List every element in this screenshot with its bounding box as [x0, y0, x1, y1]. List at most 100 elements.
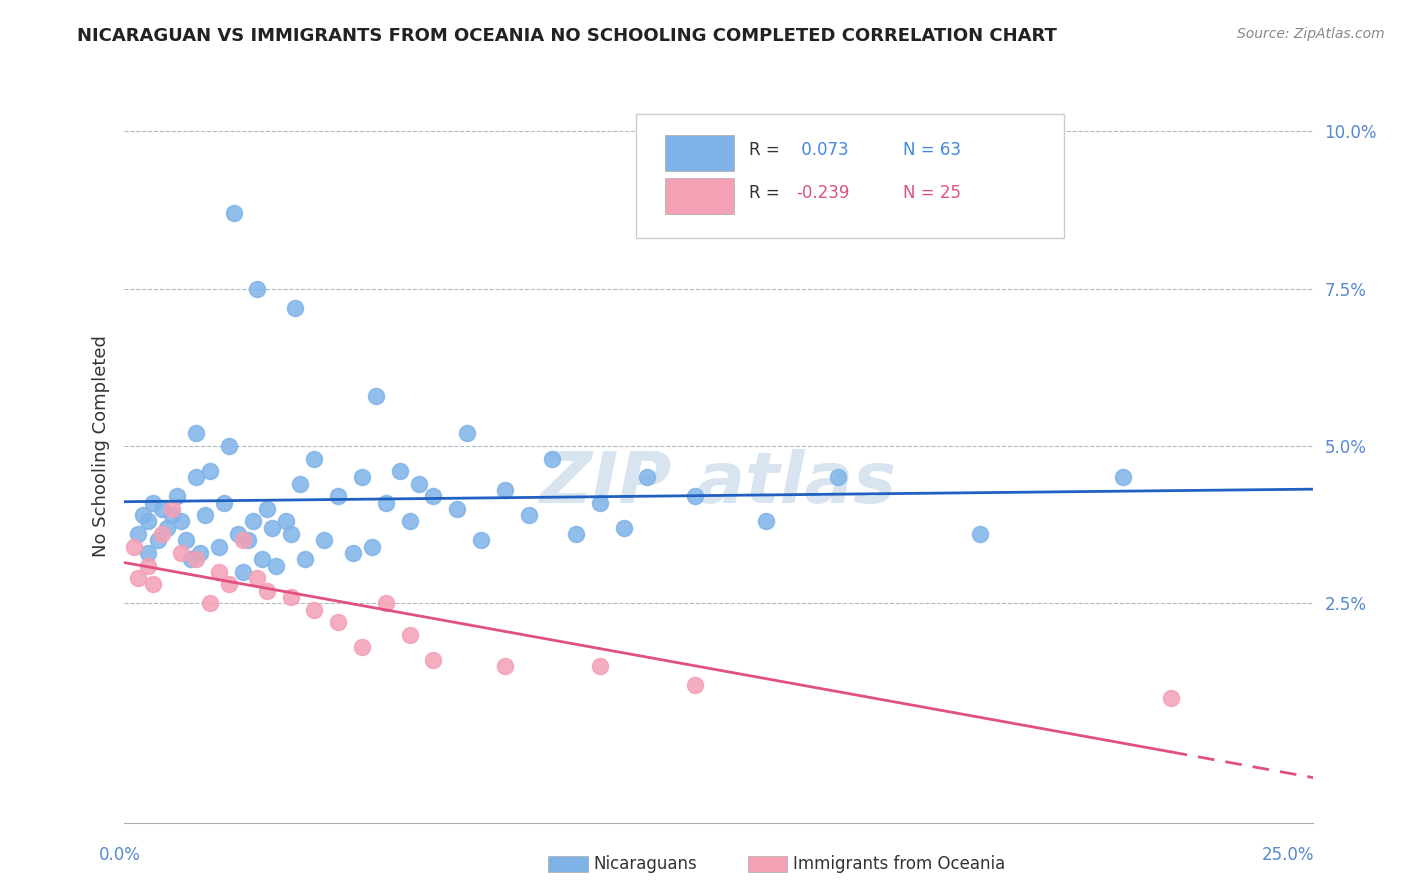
- Text: N = 25: N = 25: [903, 184, 962, 202]
- Point: [328, 489, 350, 503]
- Point: [246, 571, 269, 585]
- Text: R =: R =: [748, 141, 785, 159]
- Point: [456, 426, 478, 441]
- Point: [350, 640, 373, 655]
- Point: [398, 628, 420, 642]
- Point: [422, 653, 444, 667]
- Point: [250, 552, 273, 566]
- Point: [194, 508, 217, 523]
- Text: Source: ZipAtlas.com: Source: ZipAtlas.com: [1237, 27, 1385, 41]
- Point: [232, 533, 254, 548]
- Point: [136, 515, 159, 529]
- Point: [304, 602, 326, 616]
- Point: [218, 577, 240, 591]
- Point: [328, 615, 350, 629]
- Point: [755, 515, 778, 529]
- Point: [188, 546, 211, 560]
- Point: [146, 533, 169, 548]
- Text: -0.239: -0.239: [796, 184, 849, 202]
- Point: [232, 565, 254, 579]
- Point: [184, 426, 207, 441]
- Point: [304, 451, 326, 466]
- Point: [284, 301, 307, 315]
- Point: [1112, 470, 1135, 484]
- Point: [589, 659, 612, 673]
- Point: [446, 502, 468, 516]
- Point: [969, 527, 991, 541]
- Point: [132, 508, 155, 523]
- Point: [565, 527, 588, 541]
- Point: [408, 476, 430, 491]
- Point: [198, 464, 221, 478]
- Point: [246, 282, 269, 296]
- Point: [613, 521, 636, 535]
- Text: Immigrants from Oceania: Immigrants from Oceania: [793, 855, 1005, 873]
- Point: [208, 565, 231, 579]
- Point: [160, 502, 183, 516]
- Text: 25.0%: 25.0%: [1263, 846, 1315, 863]
- Point: [242, 515, 264, 529]
- Point: [136, 546, 159, 560]
- Point: [256, 502, 278, 516]
- Point: [290, 476, 312, 491]
- Point: [170, 515, 193, 529]
- Point: [156, 521, 179, 535]
- Point: [280, 527, 302, 541]
- Point: [589, 495, 612, 509]
- Point: [294, 552, 316, 566]
- Point: [127, 527, 149, 541]
- Point: [184, 470, 207, 484]
- Point: [494, 659, 516, 673]
- Text: R =: R =: [748, 184, 785, 202]
- Point: [342, 546, 364, 560]
- Text: N = 63: N = 63: [903, 141, 962, 159]
- Point: [683, 489, 706, 503]
- Point: [366, 389, 388, 403]
- Point: [150, 527, 173, 541]
- Point: [166, 489, 188, 503]
- Text: ZIP atlas: ZIP atlas: [540, 450, 897, 518]
- Point: [136, 558, 159, 573]
- Point: [517, 508, 540, 523]
- Point: [222, 206, 245, 220]
- Point: [122, 540, 145, 554]
- Point: [827, 470, 849, 484]
- FancyBboxPatch shape: [636, 114, 1063, 238]
- Point: [422, 489, 444, 503]
- Point: [360, 540, 382, 554]
- Point: [274, 515, 297, 529]
- Point: [142, 577, 165, 591]
- Point: [170, 546, 193, 560]
- Y-axis label: No Schooling Completed: No Schooling Completed: [93, 335, 110, 557]
- Point: [180, 552, 202, 566]
- Point: [636, 470, 658, 484]
- Point: [350, 470, 373, 484]
- Point: [150, 502, 173, 516]
- FancyBboxPatch shape: [665, 178, 734, 214]
- Point: [683, 678, 706, 692]
- Point: [218, 439, 240, 453]
- Text: 0.0%: 0.0%: [98, 846, 141, 863]
- Text: NICARAGUAN VS IMMIGRANTS FROM OCEANIA NO SCHOOLING COMPLETED CORRELATION CHART: NICARAGUAN VS IMMIGRANTS FROM OCEANIA NO…: [77, 27, 1057, 45]
- Point: [1160, 690, 1182, 705]
- Point: [312, 533, 335, 548]
- Point: [256, 583, 278, 598]
- Point: [160, 508, 183, 523]
- Point: [236, 533, 259, 548]
- Point: [374, 495, 396, 509]
- FancyBboxPatch shape: [665, 135, 734, 171]
- Point: [142, 495, 165, 509]
- Point: [174, 533, 197, 548]
- Text: 0.073: 0.073: [796, 141, 849, 159]
- Text: Nicaraguans: Nicaraguans: [593, 855, 697, 873]
- Point: [494, 483, 516, 497]
- Point: [228, 527, 250, 541]
- Point: [280, 590, 302, 604]
- Point: [127, 571, 149, 585]
- Point: [541, 451, 564, 466]
- Point: [266, 558, 288, 573]
- Point: [470, 533, 492, 548]
- Point: [374, 596, 396, 610]
- Point: [389, 464, 412, 478]
- Point: [184, 552, 207, 566]
